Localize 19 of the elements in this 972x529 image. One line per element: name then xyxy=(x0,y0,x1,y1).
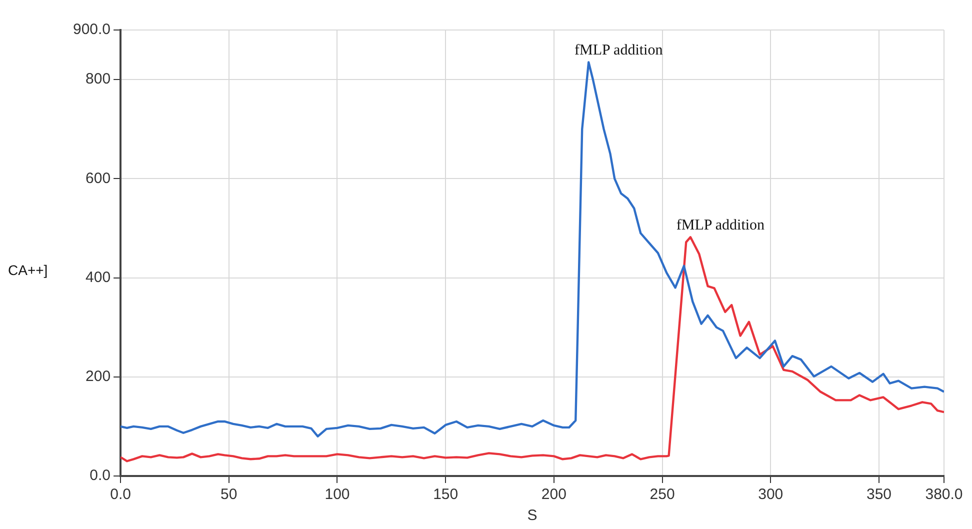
x-tick-label: 150 xyxy=(433,486,458,504)
y-tick-label: 400 xyxy=(86,268,111,286)
y-axis-title: CA++] xyxy=(8,262,48,278)
x-tick-label: 0.0 xyxy=(110,486,131,504)
x-tick-label: 250 xyxy=(650,486,675,504)
x-tick-label: 100 xyxy=(324,486,350,504)
y-tick-label: 0.0 xyxy=(90,467,111,484)
annotation: fMLP addition xyxy=(574,42,664,59)
x-tick-label: 200 xyxy=(541,486,566,504)
x-axis-title: S xyxy=(527,507,538,524)
y-tick-label: 200 xyxy=(86,368,111,386)
y-tick-label: 600 xyxy=(86,170,111,187)
x-tick-label: 350 xyxy=(866,486,892,504)
annotation: fMLP addition xyxy=(676,218,766,234)
x-tick-label: 300 xyxy=(758,486,784,504)
x-tick-label: 380.0 xyxy=(925,486,963,504)
x-tick-label: 50 xyxy=(220,486,238,504)
y-tick-label: 800 xyxy=(86,70,111,88)
y-tick-label: 900.0 xyxy=(72,21,111,38)
